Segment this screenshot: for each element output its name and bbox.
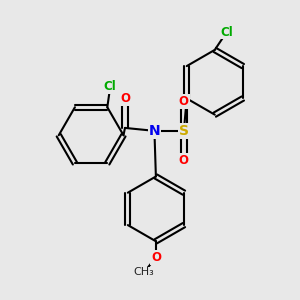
Text: Cl: Cl [104,80,117,93]
Text: Cl: Cl [220,26,233,39]
Text: N: N [148,124,160,138]
Text: O: O [120,92,130,105]
Text: O: O [179,95,189,108]
Text: O: O [151,251,161,264]
Text: O: O [179,154,189,167]
Text: CH₃: CH₃ [134,267,154,277]
Text: S: S [179,124,189,138]
